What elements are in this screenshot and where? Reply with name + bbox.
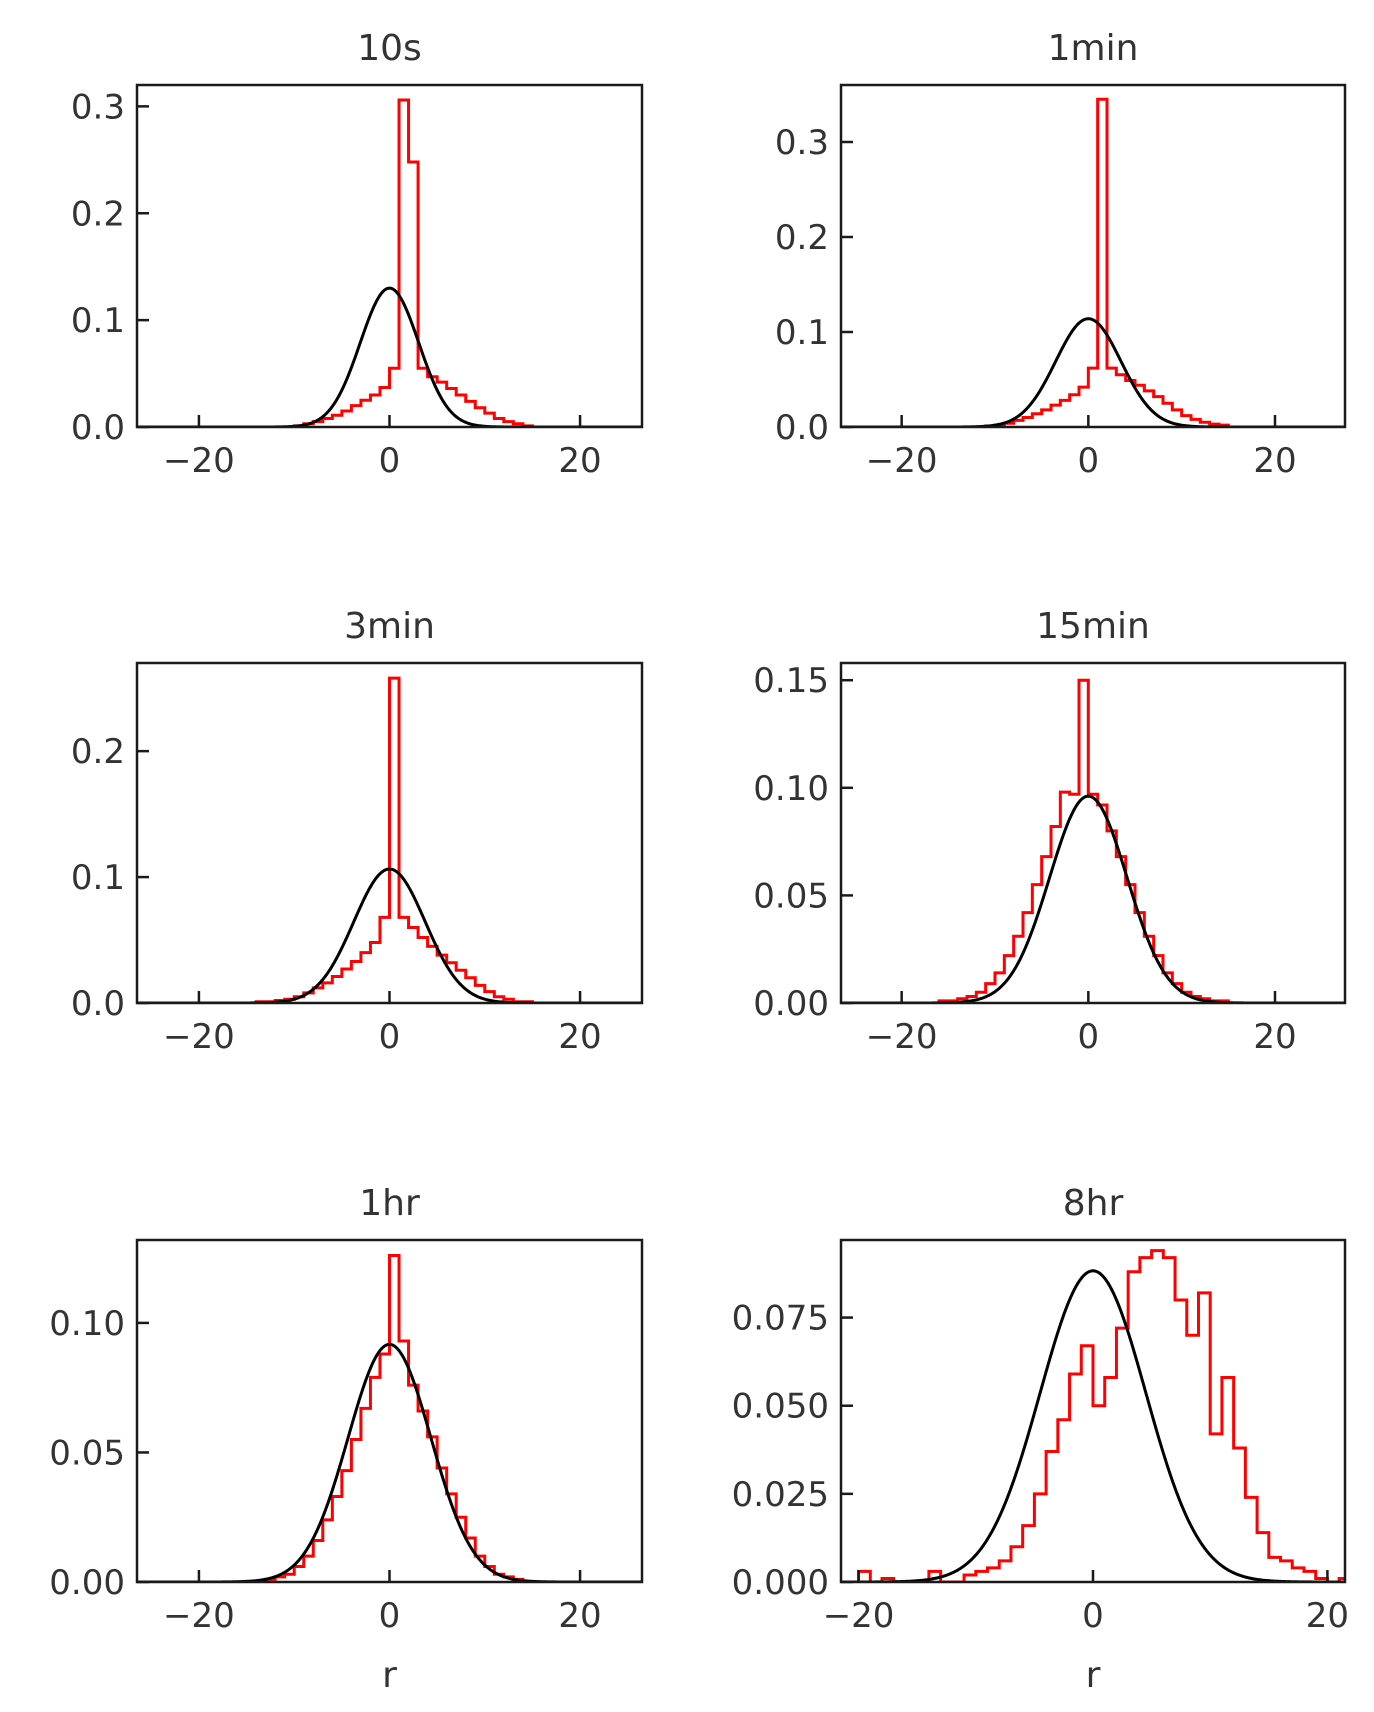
subplot-title: 10s	[357, 28, 422, 69]
histogram-series	[976, 97, 1230, 427]
histogram-series	[937, 678, 1230, 1003]
y-tick-label: 0.00	[753, 984, 829, 1024]
x-tick-label: −20	[823, 1596, 895, 1636]
x-tick-label: 0	[379, 1017, 401, 1057]
y-tick-label: 0.10	[49, 1304, 125, 1344]
x-tick-label: 20	[1253, 441, 1296, 481]
plot-area	[137, 98, 642, 427]
x-axis-label: r	[382, 1655, 397, 1696]
subplot-5: −20 0 20 0.00 0.05 0.10 1hr r	[49, 1183, 644, 1696]
x-tick-label: −20	[866, 1017, 938, 1057]
x-tick-label: −20	[163, 1017, 235, 1057]
x-tick-label: −20	[866, 441, 938, 481]
histogram-series	[256, 1254, 525, 1582]
y-tick-label: 0.2	[71, 194, 125, 234]
plot-area	[841, 1249, 1345, 1582]
y-tick-label: 0.1	[775, 313, 829, 353]
y-tick-label: 0.2	[71, 732, 125, 772]
y-tick-label: 0.05	[753, 876, 829, 916]
subplot-4: −20 0 20 0.00 0.05 0.10 0.15 15min	[753, 606, 1347, 1057]
y-tick-label: 0.05	[49, 1433, 125, 1473]
histogram-series	[246, 676, 534, 1003]
plot-area	[841, 678, 1345, 1003]
gaussian-fit-line	[137, 1342, 642, 1582]
y-tick-label: 0.10	[753, 769, 829, 809]
subplot-title: 1hr	[359, 1183, 420, 1224]
x-tick-label: 0	[1082, 1596, 1104, 1636]
axes-frame	[839, 1238, 1347, 1584]
subplot-title: 8hr	[1063, 1183, 1124, 1224]
y-tick-label: 0.1	[71, 858, 125, 898]
histogram-series	[275, 98, 534, 427]
y-tick-label: 0.15	[753, 661, 829, 701]
y-tick-label: 0.000	[732, 1563, 829, 1603]
y-tick-label: 0.025	[732, 1475, 829, 1515]
x-tick-label: 20	[558, 1596, 601, 1636]
x-tick-label: 20	[558, 441, 601, 481]
plot-area	[137, 1254, 642, 1582]
y-tick-label: 0.3	[71, 87, 125, 127]
x-tick-label: −20	[163, 1596, 235, 1636]
y-tick-label: 0.0	[71, 984, 125, 1024]
x-tick-label: 20	[1253, 1017, 1296, 1057]
y-tick-label: 0.050	[732, 1387, 829, 1427]
subplot-title: 1min	[1048, 28, 1139, 69]
x-tick-label: 0	[379, 1596, 401, 1636]
y-tick-label: 0.075	[732, 1299, 829, 1339]
gaussian-fit-line	[841, 1269, 1345, 1582]
x-tick-label: 20	[558, 1017, 601, 1057]
axes-frame	[839, 83, 1347, 429]
x-axis-label: r	[1086, 1655, 1101, 1696]
y-tick-label: 0.3	[775, 123, 829, 163]
histogram-series	[846, 1249, 1345, 1582]
x-tick-label: 0	[1078, 441, 1100, 481]
subplot-1: −20 0 20 0.0 0.1 0.2 0.3 10s	[71, 28, 644, 481]
x-tick-label: 0	[379, 441, 401, 481]
gaussian-fit-line	[841, 317, 1345, 427]
x-tick-label: 20	[1306, 1596, 1349, 1636]
plot-area	[841, 97, 1345, 427]
gaussian-fit-line	[841, 794, 1345, 1003]
subplot-3: −20 0 20 0.0 0.1 0.2 3min	[71, 606, 644, 1057]
plot-area	[137, 676, 642, 1003]
x-tick-label: 0	[1078, 1017, 1100, 1057]
subplot-title: 15min	[1036, 606, 1150, 647]
y-tick-label: 0.2	[775, 218, 829, 258]
x-tick-label: −20	[163, 441, 235, 481]
y-tick-label: 0.0	[71, 408, 125, 448]
subplot-2: −20 0 20 0.0 0.1 0.2 0.3 1min	[775, 28, 1347, 481]
gaussian-fit-line	[137, 286, 642, 427]
subplot-6: −20 0 20 0.000 0.025 0.050 0.075 8hr r	[732, 1183, 1349, 1696]
subplot-title: 3min	[344, 606, 435, 647]
axes-frame	[839, 661, 1347, 1005]
y-tick-label: 0.00	[49, 1563, 125, 1603]
gaussian-fit-line	[137, 867, 642, 1003]
y-tick-label: 0.0	[775, 408, 829, 448]
y-tick-label: 0.1	[71, 301, 125, 341]
